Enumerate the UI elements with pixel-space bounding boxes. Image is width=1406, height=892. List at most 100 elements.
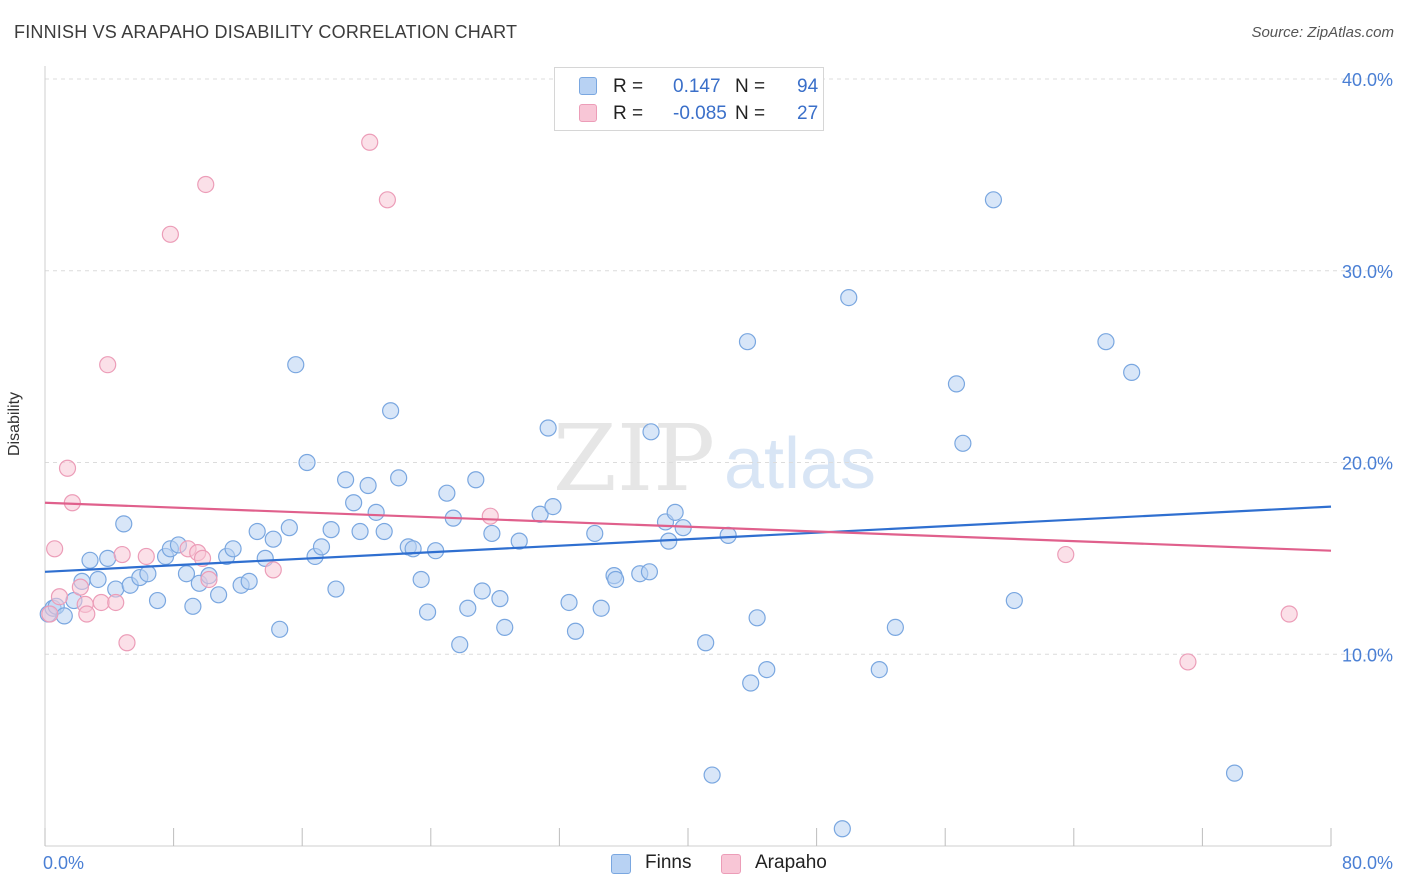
gridlines bbox=[45, 78, 1391, 655]
finns-point bbox=[560, 593, 578, 612]
arapaho-point bbox=[71, 578, 89, 596]
arapaho-point bbox=[1057, 545, 1075, 564]
finns-point bbox=[337, 471, 355, 489]
finns-label: Finns bbox=[645, 852, 692, 873]
finns-point bbox=[351, 522, 369, 541]
arapaho-point bbox=[361, 133, 379, 151]
finns-point bbox=[451, 636, 469, 654]
finns-point bbox=[738, 333, 757, 351]
arapaho-point bbox=[193, 549, 212, 567]
finns-point bbox=[184, 597, 202, 615]
finns-point bbox=[473, 582, 491, 600]
finns-point bbox=[264, 530, 282, 548]
finns-point bbox=[248, 522, 266, 541]
finns-point bbox=[271, 620, 289, 638]
arapaho-point bbox=[378, 191, 396, 209]
legend-swatch-finns bbox=[579, 77, 597, 95]
finns-point bbox=[640, 563, 659, 581]
finns-point bbox=[412, 570, 430, 589]
tick-labels: 10.0% 20.0% 30.0% 40.0% 0.0% 80.0% bbox=[43, 70, 1393, 873]
arapaho-point bbox=[200, 570, 218, 589]
y-tick-label: 10.0% bbox=[1342, 645, 1393, 665]
legend-r-value: 0.147 bbox=[673, 76, 721, 97]
finns-point bbox=[418, 603, 437, 621]
arapaho-point bbox=[481, 507, 499, 525]
finns-point bbox=[697, 634, 715, 652]
finns-point bbox=[748, 609, 766, 627]
arapaho-point bbox=[118, 634, 136, 652]
trend-lines bbox=[44, 501, 1332, 573]
finns-point bbox=[483, 524, 501, 543]
finns-point bbox=[240, 572, 258, 590]
finns-point bbox=[984, 191, 1003, 209]
arapaho-point bbox=[137, 547, 155, 566]
finns-point bbox=[390, 469, 408, 487]
finns-point bbox=[1123, 363, 1141, 381]
finns-point bbox=[947, 375, 966, 393]
legend-n-value: 27 bbox=[797, 103, 819, 124]
finns-point bbox=[115, 515, 133, 533]
finns-point bbox=[870, 660, 888, 679]
legend-n-label: N = bbox=[735, 76, 766, 97]
finns-point bbox=[719, 526, 737, 544]
finns-point bbox=[496, 618, 514, 637]
finns-point bbox=[886, 618, 904, 637]
finns-point bbox=[224, 540, 242, 558]
finns-point bbox=[566, 622, 585, 640]
arapaho-point bbox=[41, 605, 59, 623]
arapaho-point bbox=[161, 225, 179, 243]
arapaho-point bbox=[264, 561, 282, 579]
finns-point bbox=[703, 766, 721, 784]
arapaho-point bbox=[99, 356, 117, 374]
finns-point bbox=[139, 565, 157, 583]
watermark: ZIP atlas bbox=[553, 405, 876, 512]
finns-point bbox=[81, 551, 99, 569]
legend-r-value: -0.085 bbox=[673, 103, 727, 124]
arapaho-point bbox=[78, 605, 96, 623]
legend-n-label: N = bbox=[735, 103, 766, 124]
finns-point bbox=[1225, 764, 1244, 782]
finns-point bbox=[359, 476, 377, 495]
arapaho-point bbox=[46, 540, 64, 558]
arapaho-point bbox=[107, 593, 125, 612]
finns-point bbox=[210, 586, 228, 604]
finns-point bbox=[1005, 591, 1023, 610]
y-tick-label: 20.0% bbox=[1342, 454, 1393, 474]
chart-title: FINNISH VS ARAPAHO DISABILITY CORRELATIO… bbox=[14, 22, 518, 42]
finns-point bbox=[840, 288, 858, 307]
finns-point bbox=[148, 591, 167, 610]
finns-point bbox=[280, 519, 298, 537]
legend-swatch-arapaho bbox=[579, 104, 597, 122]
finns-point bbox=[642, 423, 660, 441]
arapaho-swatch bbox=[721, 854, 741, 874]
legend-r-label: R = bbox=[613, 76, 644, 97]
finns-point bbox=[833, 820, 851, 838]
finns-swatch bbox=[611, 854, 631, 874]
finns-point bbox=[586, 524, 604, 543]
arapaho-point bbox=[92, 593, 110, 612]
arapaho-label: Arapaho bbox=[755, 852, 827, 873]
finns-point bbox=[345, 494, 363, 512]
legend-n-value: 94 bbox=[797, 76, 819, 97]
finns-point bbox=[510, 532, 528, 550]
finns-point bbox=[1097, 333, 1115, 351]
arapaho-trend-line bbox=[44, 501, 1332, 552]
arapaho-point bbox=[50, 588, 69, 606]
arapaho-point bbox=[197, 175, 215, 194]
finns-point bbox=[592, 599, 610, 617]
source-label: Source: ZipAtlas.com bbox=[1251, 24, 1394, 41]
finns-point bbox=[55, 607, 73, 625]
finns-point bbox=[539, 419, 557, 437]
finns-point bbox=[287, 356, 305, 374]
finns-point bbox=[327, 580, 345, 598]
arapaho-point bbox=[58, 459, 77, 477]
finns-point bbox=[298, 453, 316, 472]
finns-point bbox=[99, 549, 117, 567]
finns-point bbox=[666, 503, 684, 521]
x-tick-label: 0.0% bbox=[43, 853, 84, 873]
watermark-zip: ZIP bbox=[553, 405, 715, 512]
y-tick-label: 40.0% bbox=[1342, 70, 1393, 90]
finns-point bbox=[459, 599, 477, 617]
finns-point bbox=[607, 570, 625, 589]
